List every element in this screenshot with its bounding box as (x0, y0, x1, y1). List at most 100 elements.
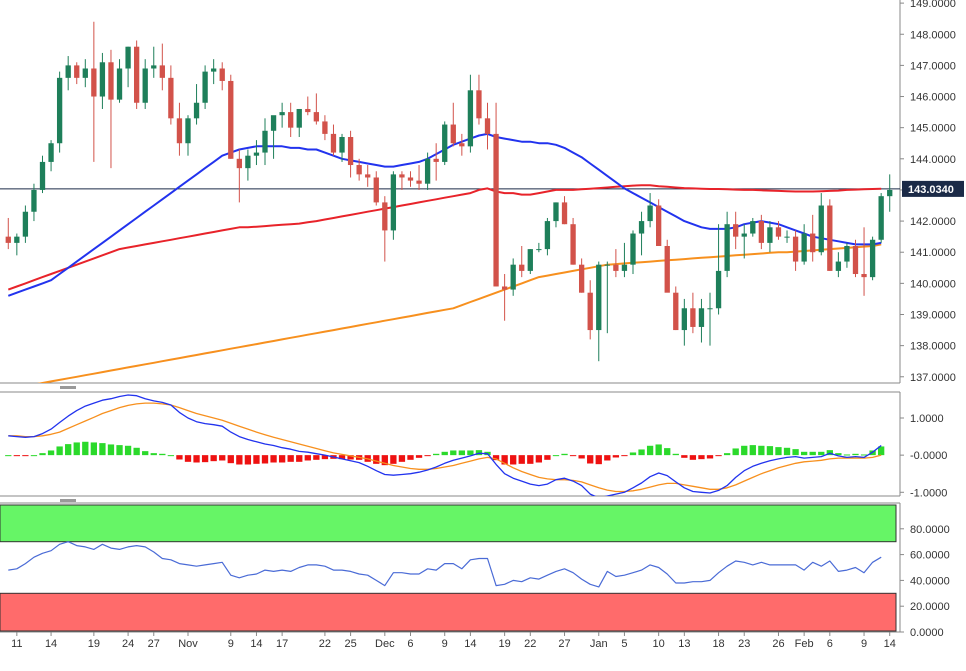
macd-histogram-bar (424, 455, 431, 457)
candle-body (561, 202, 568, 225)
macd-histogram-bar (723, 453, 731, 456)
candle-body (373, 177, 379, 203)
candle (656, 199, 662, 246)
candle-body (228, 80, 234, 159)
candle (613, 249, 619, 278)
candle (296, 108, 302, 138)
candle-body (151, 65, 157, 69)
macd-histogram-bar (261, 455, 269, 464)
macd-histogram-bar (142, 451, 149, 456)
candle-body (31, 189, 37, 212)
candle (869, 236, 876, 281)
macd-histogram-bar (775, 447, 782, 456)
candle (553, 202, 559, 228)
candle-body (741, 233, 747, 237)
macd-histogram-bar (595, 455, 602, 465)
candle-body (99, 62, 106, 97)
date-tick-label: 19 (499, 638, 511, 650)
date-tick-label: 23 (738, 638, 750, 650)
macd-histogram-bar (13, 455, 20, 457)
candle (382, 196, 388, 262)
macd-histogram-bar (492, 455, 500, 461)
candle-body (596, 264, 602, 331)
candle (116, 59, 123, 103)
candle (733, 211, 739, 250)
candle (638, 211, 645, 256)
candle (536, 242, 542, 253)
macd-histogram-bar (458, 450, 465, 456)
candle (202, 65, 208, 109)
macd-tick-label: -1.0000 (910, 487, 947, 499)
candle-body (861, 274, 867, 278)
candle-body (604, 264, 610, 266)
candle-body (253, 152, 260, 156)
pane-resize-handle[interactable] (60, 499, 76, 502)
candle (74, 62, 80, 85)
candle-body (356, 165, 362, 175)
macd-histogram-bar (373, 455, 380, 464)
candle-body (501, 286, 508, 290)
candle-body (279, 112, 285, 116)
candle-body (681, 308, 687, 331)
rsi-tick-label: 80.0000 (910, 524, 950, 536)
date-tick-label: 10 (653, 638, 665, 650)
macd-tick-label: -0.0000 (910, 450, 947, 462)
macd-line (8, 394, 882, 496)
date-axis: 11 14 19 24 27 Nov 9 14 17 22 25 Dec 6 9 14 19 22 27 Jan 5 1… (11, 632, 896, 650)
candle-body (142, 68, 148, 103)
macd-histogram-bar (758, 445, 765, 456)
candle-body (450, 124, 456, 144)
candle (133, 40, 140, 109)
candle (775, 221, 782, 240)
candle-body (818, 205, 824, 253)
candle-body (219, 68, 225, 81)
candle-body (330, 133, 337, 153)
candle (673, 286, 679, 331)
date-tick-label: 24 (122, 638, 134, 650)
candle (193, 84, 200, 125)
candle-body (22, 211, 29, 237)
pane-resize-handle[interactable] (60, 386, 76, 389)
candle (878, 193, 884, 243)
macd-pane: 1.0000 -0.0000 -1.0000 (0, 391, 947, 502)
candle-body (159, 65, 165, 78)
candle (185, 115, 191, 156)
candle (31, 183, 37, 222)
candle-body (844, 245, 850, 262)
date-tick-label: 26 (772, 638, 784, 650)
candle-body (305, 108, 311, 113)
candle (14, 233, 20, 256)
candle (527, 249, 533, 275)
candle-body (39, 161, 46, 190)
macd-histogram-bar (835, 453, 842, 456)
candle-body (185, 118, 191, 144)
date-tick-label: Feb (795, 638, 814, 650)
candle-body (587, 292, 593, 331)
macd-histogram-bar (167, 455, 175, 457)
candle (142, 59, 148, 109)
candle-body (270, 115, 277, 131)
candle (784, 230, 790, 243)
candle (168, 65, 174, 125)
candle-body (733, 224, 739, 237)
date-tick-label: Nov (178, 638, 198, 650)
candle (211, 59, 217, 85)
candle (484, 102, 491, 150)
rsi-tick-label: 0.0000 (910, 627, 944, 639)
rsi-tick-label: 60.0000 (910, 550, 950, 562)
candle (236, 149, 242, 203)
macd-histogram-bar (441, 451, 448, 456)
macd-histogram-bar (99, 443, 106, 456)
candle-body (313, 112, 320, 122)
candle (827, 199, 833, 271)
candle-body (399, 174, 405, 178)
candle (22, 205, 29, 243)
candle-body (202, 71, 208, 103)
candle-body (82, 68, 88, 78)
candle-body (322, 121, 328, 134)
candle-body (536, 249, 542, 251)
candle (313, 93, 320, 125)
macd-histogram-bar (621, 455, 628, 457)
candle-body (382, 202, 388, 231)
candle (818, 193, 824, 256)
